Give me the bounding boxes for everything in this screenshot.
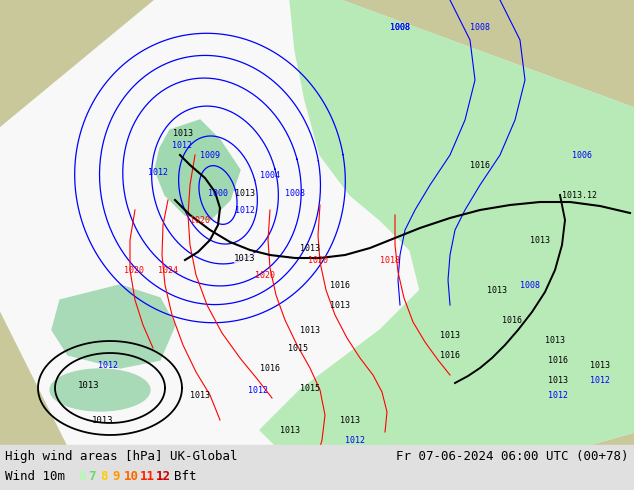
Text: 1016: 1016 [502, 316, 522, 324]
Text: 1020: 1020 [255, 270, 275, 279]
Text: Bft: Bft [174, 469, 197, 483]
Text: Fr 07-06-2024 06:00 UTC (00+78): Fr 07-06-2024 06:00 UTC (00+78) [396, 449, 629, 463]
Text: 1000: 1000 [208, 189, 228, 197]
Polygon shape [52, 285, 175, 368]
Text: 1013: 1013 [530, 236, 550, 245]
Text: 1013: 1013 [235, 189, 255, 197]
Text: 1016: 1016 [440, 350, 460, 360]
Text: 1012: 1012 [172, 141, 192, 149]
Text: 1013: 1013 [78, 381, 100, 390]
Text: 1012: 1012 [590, 375, 610, 385]
Polygon shape [260, 0, 634, 490]
Text: 1013: 1013 [487, 286, 507, 294]
Text: 1012: 1012 [248, 386, 268, 394]
Text: 1013: 1013 [440, 330, 460, 340]
Text: 1020: 1020 [190, 216, 210, 224]
Text: 1013: 1013 [93, 416, 113, 424]
Text: 1012: 1012 [345, 436, 365, 444]
Text: 1013.12: 1013.12 [562, 191, 597, 199]
Text: 1013: 1013 [234, 253, 256, 263]
Polygon shape [50, 369, 150, 411]
Text: 1013: 1013 [545, 336, 565, 344]
Text: 1015: 1015 [288, 343, 308, 352]
Text: 1013: 1013 [300, 244, 320, 252]
Text: 1020: 1020 [124, 266, 144, 274]
Text: 1016: 1016 [470, 161, 490, 170]
Text: 1013: 1013 [548, 375, 568, 385]
Text: 6: 6 [78, 469, 86, 483]
Bar [0, 445, 634, 490]
Text: 1008: 1008 [390, 24, 410, 32]
Text: 1008: 1008 [520, 280, 540, 290]
Text: 1012: 1012 [148, 168, 168, 176]
Text: 11: 11 [140, 469, 155, 483]
Text: 1020: 1020 [210, 456, 230, 465]
Text: 1013: 1013 [280, 425, 300, 435]
Text: 1008: 1008 [285, 189, 305, 197]
Text: 1020: 1020 [308, 255, 328, 265]
Text: 1024: 1024 [158, 266, 178, 274]
Text: High wind areas [hPa] UK-Global: High wind areas [hPa] UK-Global [5, 449, 238, 463]
Text: 10: 10 [124, 469, 139, 483]
Text: 1016: 1016 [260, 364, 280, 372]
Text: 1012: 1012 [235, 205, 255, 215]
Text: 1004: 1004 [260, 171, 280, 179]
Text: 1006: 1006 [572, 150, 592, 160]
Text: 1012: 1012 [548, 391, 568, 399]
Text: 1013: 1013 [173, 128, 193, 138]
Text: 1013: 1013 [590, 361, 610, 369]
Text: 9: 9 [112, 469, 119, 483]
Polygon shape [155, 120, 240, 220]
Text: 1013: 1013 [340, 416, 360, 424]
Text: 1013: 1013 [190, 391, 210, 399]
Text: 1008: 1008 [390, 24, 410, 32]
Text: 1015: 1015 [300, 384, 320, 392]
Text: 8: 8 [100, 469, 108, 483]
Text: 1009: 1009 [200, 150, 220, 160]
Text: Wind 10m: Wind 10m [5, 469, 65, 483]
Text: 1008: 1008 [470, 24, 490, 32]
Text: 1013: 1013 [300, 325, 320, 335]
Text: 1012: 1012 [98, 361, 118, 369]
Text: 12: 12 [156, 469, 171, 483]
Text: 1018: 1018 [380, 255, 400, 265]
Text: 1013: 1013 [330, 300, 350, 310]
Text: 1016: 1016 [330, 280, 350, 290]
Text: 7: 7 [88, 469, 96, 483]
Text: 1016: 1016 [548, 356, 568, 365]
